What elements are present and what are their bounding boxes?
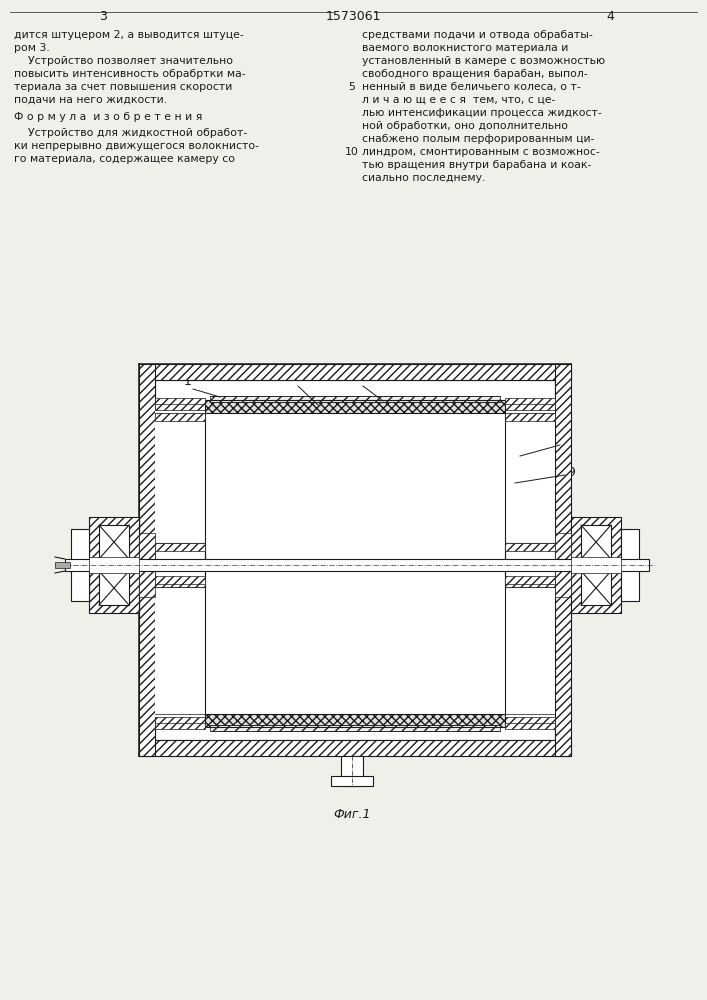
Text: л и ч а ю щ е е с я  тем, что, с це-: л и ч а ю щ е е с я тем, что, с це- xyxy=(362,95,556,105)
Bar xyxy=(555,533,571,597)
Bar xyxy=(205,413,505,565)
Text: лью интенсификации процесса жидкост-: лью интенсификации процесса жидкост- xyxy=(362,108,602,118)
Text: Ф о р м у л а  и з о б р е т е н и я: Ф о р м у л а и з о б р е т е н и я xyxy=(14,112,202,122)
Text: Устройство позволяет значительно: Устройство позволяет значительно xyxy=(14,56,233,66)
Bar xyxy=(571,557,621,573)
Bar xyxy=(55,562,70,568)
Bar xyxy=(155,400,205,410)
Bar xyxy=(205,565,505,714)
Text: линдром, смонтированным с возможнос-: линдром, смонтированным с возможнос- xyxy=(362,147,600,157)
Text: 3: 3 xyxy=(99,10,107,23)
Bar xyxy=(210,396,500,402)
Bar xyxy=(139,364,155,756)
Text: Устройство для жидкостной обработ-: Устройство для жидкостной обработ- xyxy=(14,128,247,138)
Bar xyxy=(505,413,555,421)
Bar xyxy=(139,364,571,380)
Bar xyxy=(331,776,373,786)
Text: установленный в камере с возможностью: установленный в камере с возможностью xyxy=(362,56,605,66)
Bar xyxy=(155,413,205,421)
Bar xyxy=(505,576,555,584)
Bar xyxy=(71,529,89,601)
Text: 8: 8 xyxy=(356,370,364,383)
Bar xyxy=(505,717,555,727)
Text: 1573061: 1573061 xyxy=(325,10,381,23)
Bar xyxy=(155,717,205,727)
Text: ненный в виде беличьего колеса, о т-: ненный в виде беличьего колеса, о т- xyxy=(362,82,580,92)
Bar xyxy=(581,571,611,605)
Bar xyxy=(205,400,505,413)
Bar xyxy=(621,529,639,601)
Bar xyxy=(99,525,129,559)
Bar xyxy=(155,380,555,740)
Text: дится штуцером 2, а выводится штуце-: дится штуцером 2, а выводится штуце- xyxy=(14,30,244,40)
Bar xyxy=(139,740,571,756)
Bar xyxy=(505,400,555,410)
Text: повысить интенсивность обрабртки ма-: повысить интенсивность обрабртки ма- xyxy=(14,69,245,79)
Bar xyxy=(581,525,611,559)
Text: ваемого волокнистого материала и: ваемого волокнистого материала и xyxy=(362,43,568,53)
Bar xyxy=(65,559,649,571)
Bar xyxy=(155,398,205,404)
Bar xyxy=(89,557,139,573)
Bar xyxy=(155,723,205,729)
Bar xyxy=(505,543,555,587)
Text: ной обработки, оно дополнительно: ной обработки, оно дополнительно xyxy=(362,121,568,131)
Bar xyxy=(571,517,621,613)
Text: подачи на него жидкости.: подачи на него жидкости. xyxy=(14,95,167,105)
Text: 4: 4 xyxy=(606,10,614,23)
Text: свободного вращения барабан, выпол-: свободного вращения барабан, выпол- xyxy=(362,69,588,79)
Bar xyxy=(205,714,505,727)
Text: 5: 5 xyxy=(349,82,356,92)
Bar xyxy=(505,543,555,551)
Text: териала за счет повышения скорости: териала за счет повышения скорости xyxy=(14,82,233,92)
Text: средствами подачи и отвода обрабаты-: средствами подачи и отвода обрабаты- xyxy=(362,30,592,40)
Text: ки непрерывно движущегося волокнисто-: ки непрерывно движущегося волокнисто- xyxy=(14,141,259,151)
Text: 9: 9 xyxy=(567,466,575,480)
Bar xyxy=(155,543,205,587)
Text: го материала, содержащее камеру со: го материала, содержащее камеру со xyxy=(14,154,235,164)
Text: 7: 7 xyxy=(562,436,570,450)
Text: 1: 1 xyxy=(184,375,192,388)
Bar xyxy=(210,725,500,731)
Bar xyxy=(505,579,555,587)
Bar xyxy=(155,576,205,584)
Bar xyxy=(89,517,139,613)
Text: сиально последнему.: сиально последнему. xyxy=(362,173,486,183)
Bar xyxy=(155,543,205,551)
Text: тью вращения внутри барабана и коак-: тью вращения внутри барабана и коак- xyxy=(362,160,591,170)
Bar xyxy=(155,410,205,717)
Text: Фиг.1: Фиг.1 xyxy=(333,808,370,821)
Bar xyxy=(505,410,555,717)
Bar xyxy=(505,723,555,729)
Text: 10: 10 xyxy=(345,147,359,157)
Bar xyxy=(155,579,205,587)
Text: ром 3.: ром 3. xyxy=(14,43,49,53)
Bar xyxy=(555,364,571,756)
Text: снабжено полым перфорированным ци-: снабжено полым перфорированным ци- xyxy=(362,134,595,144)
Bar xyxy=(139,533,155,597)
Bar xyxy=(99,571,129,605)
Bar xyxy=(505,398,555,404)
Text: 6: 6 xyxy=(291,370,299,383)
Bar xyxy=(341,756,363,786)
